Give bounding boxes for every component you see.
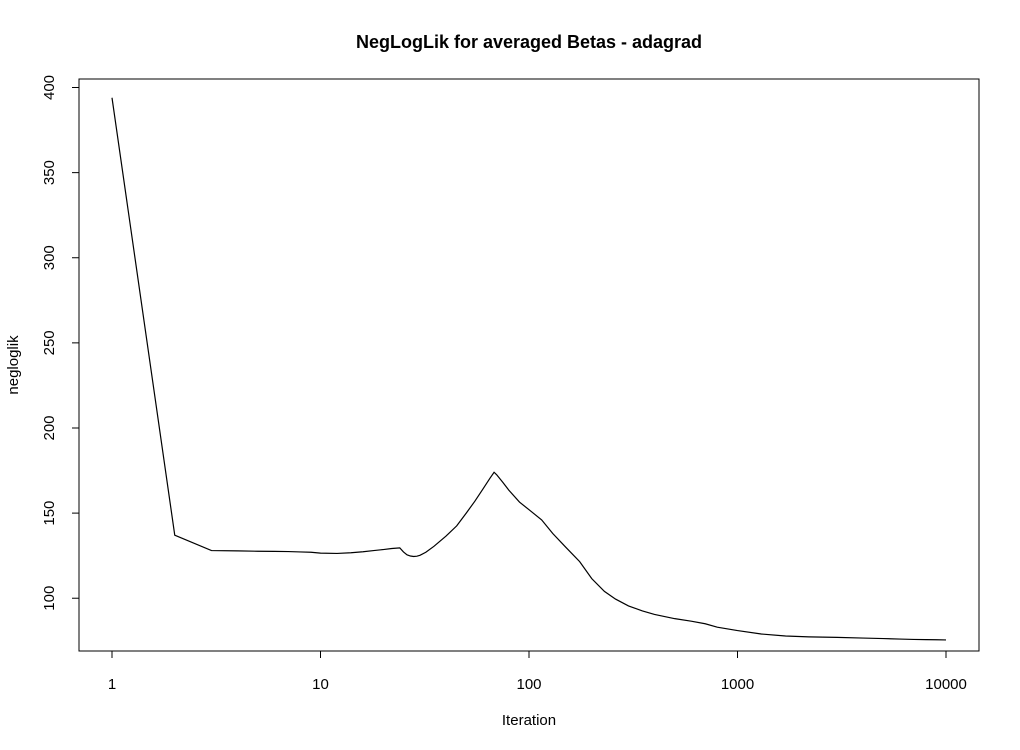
y-tick-label: 100 xyxy=(41,586,58,611)
x-tick-label: 10000 xyxy=(925,676,967,693)
x-axis: 1 10 100 1000 10000 xyxy=(108,651,967,693)
series-line-negloglik xyxy=(111,97,947,641)
plot-frame xyxy=(78,78,980,652)
series-group xyxy=(111,97,947,641)
x-tick-label: 10 xyxy=(312,676,329,693)
y-tick-label: 250 xyxy=(41,330,58,355)
y-tick-label: 400 xyxy=(41,75,58,100)
y-axis: 100 150 200 250 300 350 400 xyxy=(41,75,79,611)
y-tick-label: 200 xyxy=(41,415,58,440)
y-tick-label: 150 xyxy=(41,501,58,526)
x-tick-label: 1 xyxy=(108,676,116,693)
x-tick-label: 1000 xyxy=(721,676,754,693)
y-tick-label: 300 xyxy=(41,245,58,270)
y-axis-label: negloglik xyxy=(5,335,22,395)
x-tick-label: 100 xyxy=(516,676,541,693)
x-axis-label: Iteration xyxy=(502,712,556,729)
y-tick-label: 350 xyxy=(41,160,58,185)
chart-title: NegLogLik for averaged Betas - adagrad xyxy=(356,32,702,52)
